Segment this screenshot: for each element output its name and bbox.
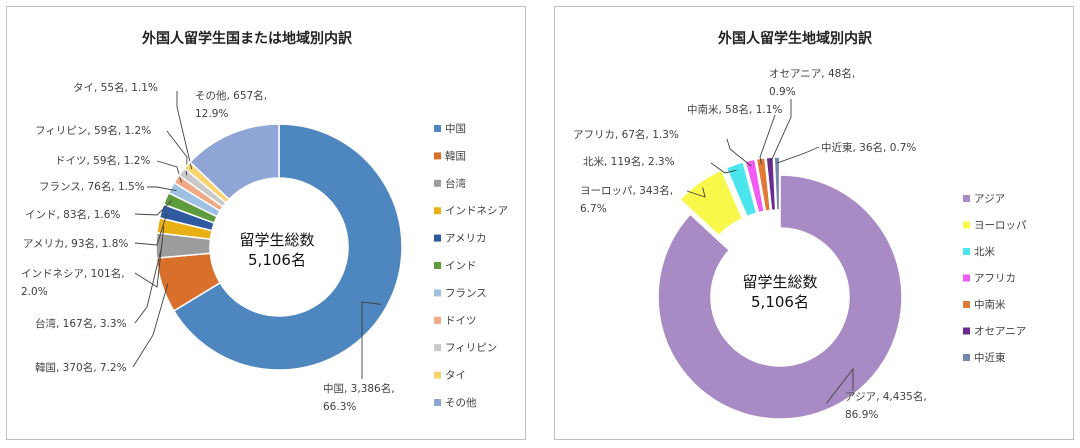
legend-entry: タイ: [445, 370, 466, 382]
chart-panel-country: 外国人留学生国または地域別内訳中国, 3,386名, 66.3% 韓国, 370名,…: [6, 6, 526, 440]
data-label: フィリピン, 59名, 1.2%: [35, 124, 151, 137]
center-total-label: 留学生総数: [742, 273, 817, 291]
slice-item-10: [188, 123, 280, 201]
slice-item-0: [172, 123, 403, 371]
legend-swatch: [963, 301, 970, 308]
leader-line: [759, 114, 776, 165]
legend-entry: インドネシア: [445, 205, 508, 217]
center-total-label: 留学生総数: [239, 231, 314, 249]
data-label: インド, 83名, 1.6%: [25, 208, 120, 221]
leader-line: [361, 301, 382, 379]
leader-line: [134, 245, 163, 324]
legend-swatch: [963, 221, 970, 229]
data-label: オセアニア, 48名, 0.9%: [769, 67, 855, 98]
leader-line: [134, 212, 168, 246]
legend-swatch: [963, 327, 970, 335]
data-label: アジア, 4,435名, 86.9%: [845, 390, 927, 421]
legend-swatch: [434, 179, 441, 187]
legend-swatch: [434, 125, 441, 132]
data-label: フランス, 76名, 1.5%: [39, 180, 145, 193]
leader-line: [726, 138, 752, 167]
legend-entry: インド: [445, 260, 477, 272]
leader-line: [776, 146, 820, 164]
data-label: ヨーロッパ, 343名, 6.7%: [580, 184, 673, 215]
data-label: 台湾, 167名, 3.3%: [35, 317, 127, 330]
legend-entry: アメリカ: [445, 233, 486, 245]
data-label: 中南米, 58名, 1.1%: [687, 103, 782, 116]
chart-title: 外国人留学生国または地域別内訳: [142, 30, 353, 47]
legend-entry: 中近東: [974, 351, 1006, 364]
chart-title: 外国人留学生地域別内訳: [718, 30, 873, 47]
data-label: アメリカ, 93名, 1.8%: [23, 237, 128, 250]
legend-swatch: [434, 316, 441, 324]
slice-item-4: [755, 157, 772, 213]
legend-entry: 台湾: [445, 177, 466, 190]
data-label: アフリカ, 67名, 1.3%: [573, 128, 679, 141]
data-label: タイ, 55名, 1.1%: [73, 81, 158, 94]
chart-panel-region: 外国人留学生地域別内訳アジア, 4,435名, 86.9% ヨーロッパ, 343名,…: [554, 6, 1074, 440]
leader-line: [686, 187, 706, 198]
data-label: 中近東, 36名, 0.7%: [821, 141, 916, 154]
leader-line: [147, 186, 177, 192]
leader-line: [769, 99, 792, 164]
legend-entry: 中国: [445, 122, 466, 135]
leader-line: [826, 367, 854, 404]
legend-entry: その他: [445, 396, 477, 409]
legend-swatch: [963, 274, 970, 282]
data-label: 北米, 119名, 2.3%: [583, 155, 675, 168]
legend-entry: アジア: [974, 193, 1005, 205]
slice-item-2: [725, 161, 758, 218]
slice-item-3: [744, 158, 766, 214]
legend-swatch: [434, 262, 441, 269]
data-label: 中国, 3,386名, 66.3%: [323, 382, 395, 413]
leader-line: [134, 200, 172, 216]
legend-entry: アフリカ: [974, 273, 1016, 285]
legend-entry: フィリピン: [445, 342, 497, 354]
data-label: 韓国, 370名, 7.2%: [35, 361, 127, 374]
legend-swatch: [434, 289, 441, 297]
legend-swatch: [434, 234, 441, 242]
data-label: インドネシア, 101名, 2.0%: [21, 267, 125, 298]
legend-entry: ドイツ: [445, 315, 477, 327]
center-total-label: 5,106名: [751, 293, 809, 311]
legend-entry: 中南米: [974, 298, 1006, 311]
slice-item-1: [678, 169, 744, 237]
data-label: その他, 657名, 12.9%: [195, 89, 267, 120]
legend-swatch: [434, 399, 441, 406]
legend-entry: 韓国: [445, 150, 466, 162]
legend-swatch: [963, 195, 970, 202]
legend-swatch: [434, 152, 441, 160]
leader-line: [132, 283, 169, 368]
legend-entry: 北米: [974, 245, 995, 258]
legend-swatch: [434, 207, 441, 215]
leader-line: [134, 226, 165, 288]
legend-swatch: [963, 354, 970, 361]
legend-entry: オセアニア: [974, 326, 1026, 338]
legend-entry: ヨーロッパ: [974, 220, 1027, 232]
legend-swatch: [963, 248, 970, 255]
leader-line: [156, 160, 182, 183]
legend-entry: フランス: [445, 287, 487, 299]
leader-line: [710, 162, 737, 174]
leader-line: [176, 91, 193, 170]
slice-item-6: [773, 156, 781, 211]
data-label: ドイツ, 59名, 1.2%: [55, 154, 150, 167]
legend-swatch: [434, 344, 441, 352]
center-total-label: 5,106名: [248, 251, 306, 269]
slice-item-0: [657, 174, 903, 420]
slice-item-5: [765, 156, 777, 212]
legend-swatch: [434, 371, 441, 379]
